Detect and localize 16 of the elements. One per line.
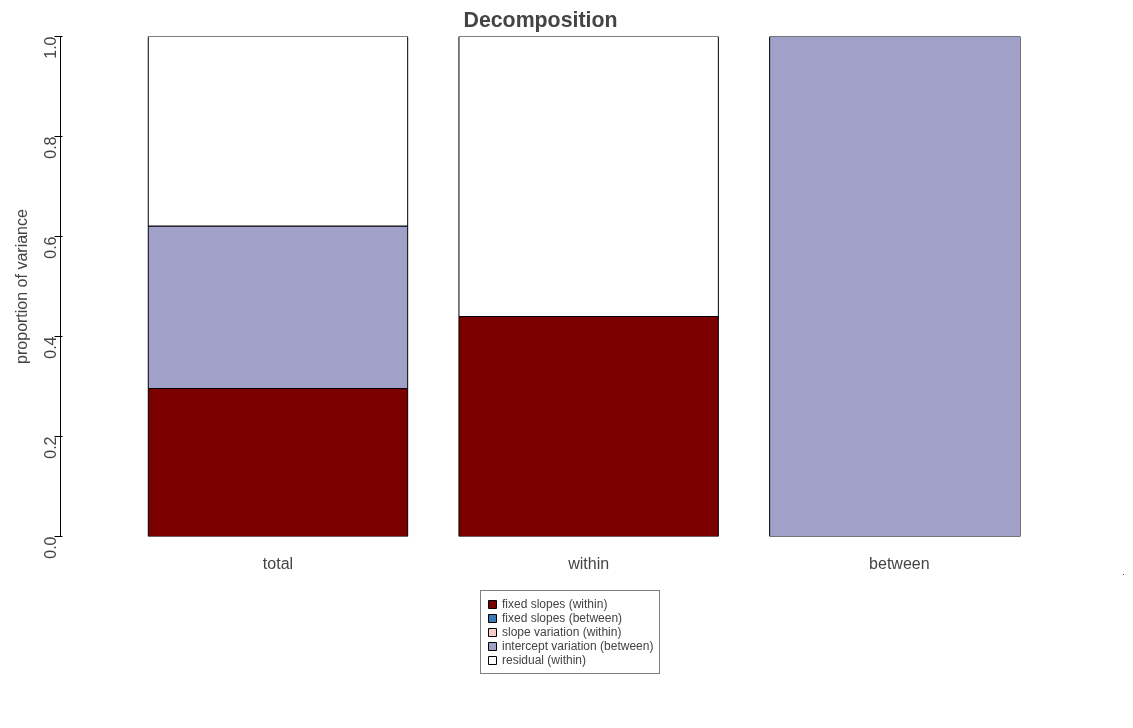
- legend-label: intercept variation (between): [502, 639, 654, 653]
- y-tick-label: 0.6: [41, 236, 59, 259]
- y-axis-title: proportion of variance: [12, 209, 30, 364]
- y-tick-label: 0.2: [41, 436, 59, 459]
- x-tick-label: within: [567, 554, 610, 572]
- legend-label: residual (within): [502, 653, 587, 667]
- y-tick-label: 0.4: [41, 336, 59, 359]
- y-tick-label: 0.0: [41, 536, 59, 559]
- legend-label: fixed slopes (between): [502, 611, 623, 625]
- chart-title: Decomposition: [463, 7, 618, 32]
- x-tick-label: between: [869, 554, 930, 572]
- y-tick-label: 1.0: [41, 36, 59, 59]
- legend-label: fixed slopes (within): [502, 597, 608, 611]
- legend-label: slope variation (within): [502, 625, 622, 639]
- x-tick-label: total: [262, 554, 294, 572]
- y-tick-label: 0.8: [41, 136, 59, 159]
